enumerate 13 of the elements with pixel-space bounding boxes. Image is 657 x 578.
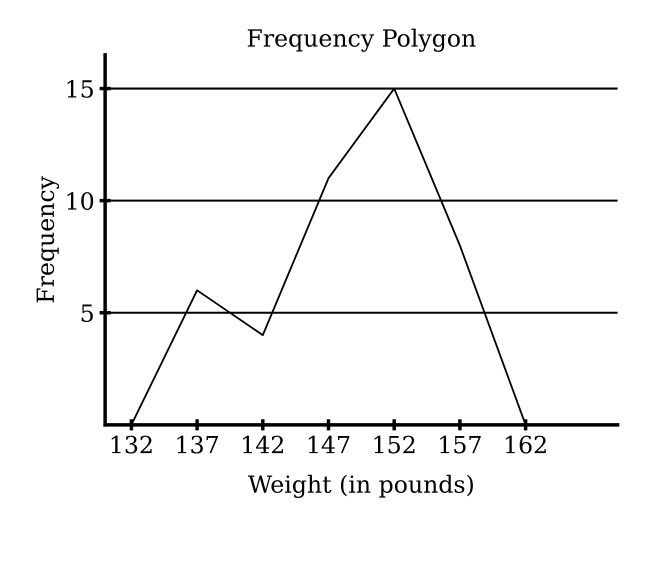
x-tick-label: 157 [440,436,481,454]
x-tick-label: 142 [243,436,284,454]
y-axis-title: Frequency [36,176,60,302]
x-tick-label: 162 [506,436,546,454]
chart-title: Frequency Polygon [248,28,476,52]
y-tick-label: 10 [68,192,94,210]
x-tick-label: 137 [177,436,218,454]
x-tick-label: 147 [308,436,350,454]
x-tick-label: 132 [112,436,152,454]
y-tick-label: 15 [68,80,93,98]
x-axis-title: Weight (in pounds) [248,474,473,498]
x-tick-label: 152 [374,436,414,454]
y-tick-label: 5 [82,304,93,322]
